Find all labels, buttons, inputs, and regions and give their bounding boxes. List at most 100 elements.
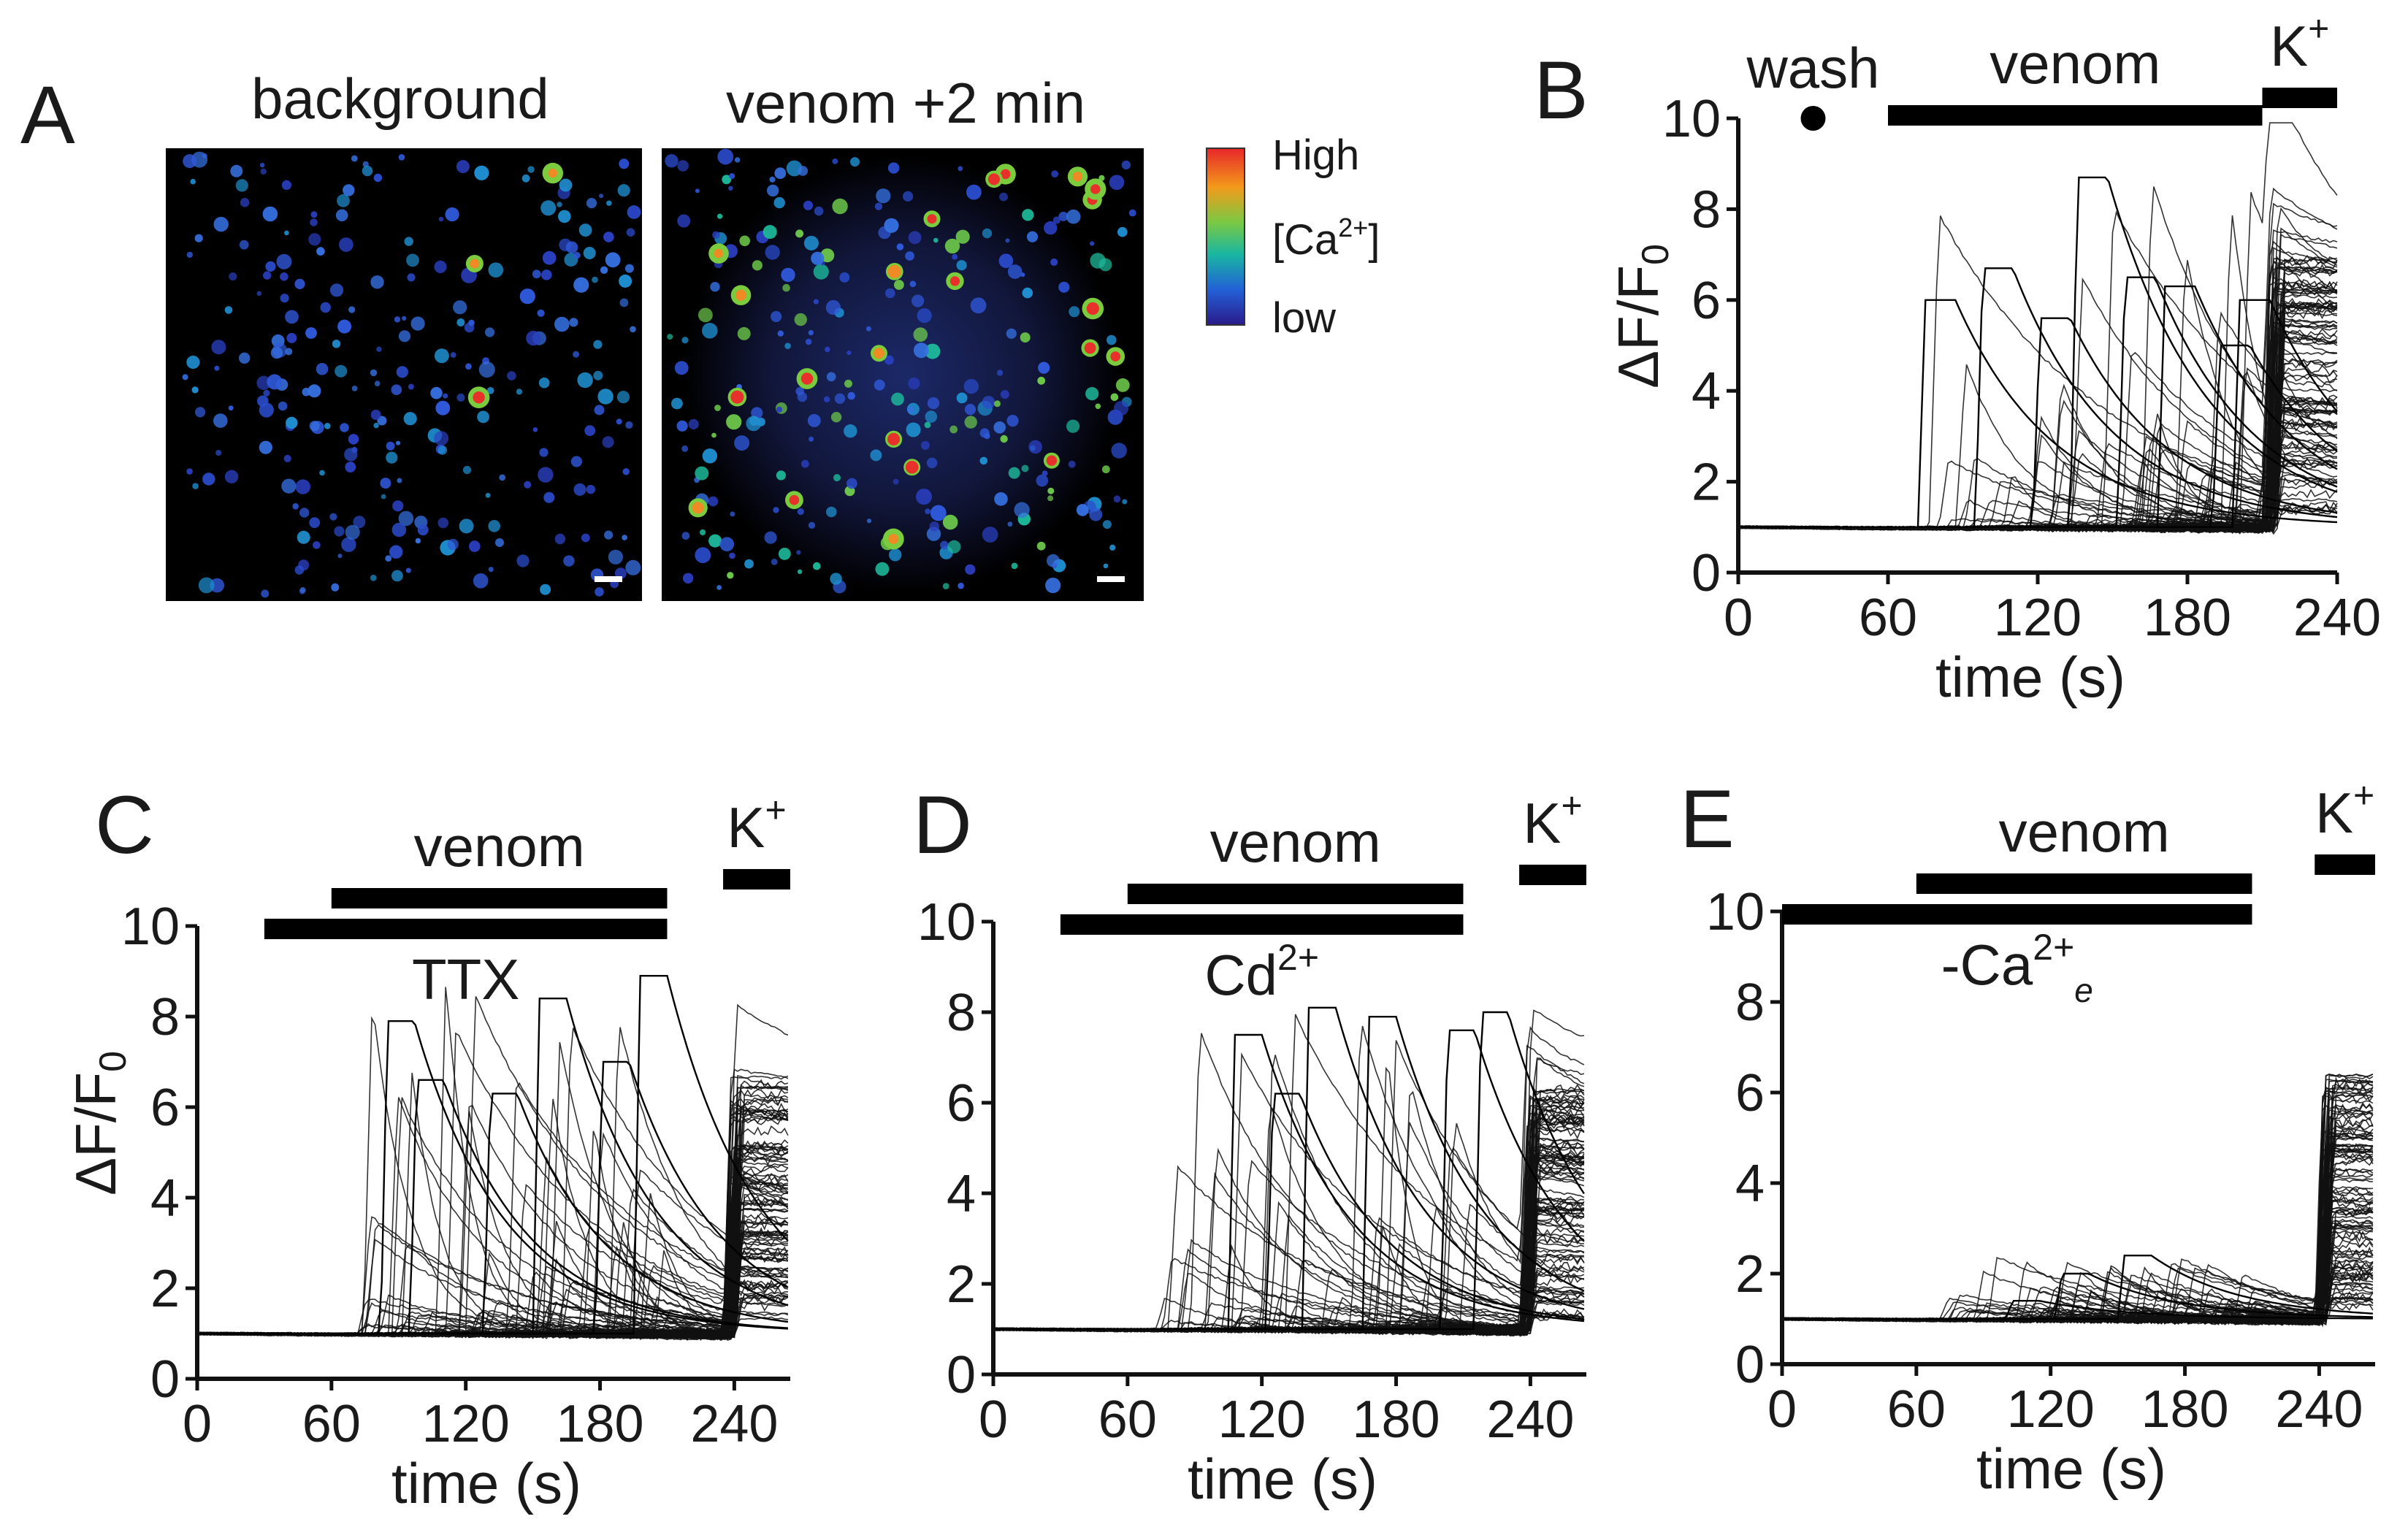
scale-bar-venom: [1097, 576, 1125, 582]
trace-line: [196, 987, 789, 1342]
cell-dot: [834, 393, 846, 404]
y-tick-label: 2: [150, 1260, 180, 1318]
cell-dot: [1014, 502, 1030, 518]
cell-dot: [688, 418, 699, 430]
cell-dot: [526, 330, 541, 346]
cell-dot-core: [887, 264, 901, 278]
cell-dot: [191, 386, 199, 394]
cell-dot: [698, 307, 713, 323]
y-tick-label: 4: [1692, 362, 1721, 421]
cell-dot: [832, 158, 838, 164]
cell-dot: [573, 351, 580, 358]
cell-dot: [891, 392, 904, 406]
cell-dot: [453, 300, 467, 315]
cell-dot: [676, 420, 688, 432]
chart-panel-d: D 0 2 4 6 8 10 0 60 120 180 240 time (s) venom Cd2+ K+: [913, 779, 1586, 1511]
cell-dot: [594, 405, 605, 416]
x-axis-label: time (s): [1935, 645, 2125, 709]
cell-dot: [963, 378, 979, 394]
cell-dot: [700, 529, 706, 536]
cell-dot: [468, 319, 475, 326]
cell-dot: [224, 306, 233, 314]
cell-dot: [507, 371, 516, 380]
cell-dot: [1011, 562, 1018, 570]
y-tick-label: 10: [917, 893, 976, 952]
cell-dot: [192, 483, 199, 489]
trace-line: [196, 1125, 789, 1339]
cell-dot: [876, 188, 891, 204]
cell-dot: [726, 414, 742, 430]
cell-dot: [396, 440, 401, 445]
trace-line: [1781, 1191, 2373, 1324]
cell-dot: [795, 229, 804, 238]
cell-dot: [622, 468, 630, 475]
trace-line-peak: [993, 1033, 1585, 1331]
cell-dot: [278, 401, 288, 411]
cell-dot: [1113, 495, 1121, 503]
cell-dot: [730, 511, 735, 517]
cell-dot: [586, 198, 597, 209]
trace-line: [196, 1101, 789, 1340]
y-tick-label: 4: [150, 1169, 180, 1228]
panel-letter-b: B: [1534, 45, 1589, 136]
cell-dot: [381, 494, 386, 500]
cell-dot: [625, 559, 641, 575]
cell-dot: [337, 554, 343, 559]
cell-dot: [1006, 415, 1019, 427]
cell-dot: [195, 407, 206, 418]
cell-dot: [942, 583, 949, 589]
cell-dot: [417, 524, 429, 536]
cell-dot: [1066, 209, 1081, 224]
cell-dot: [825, 299, 841, 315]
drug-bar-ttx: [264, 919, 668, 939]
cell-dot: [752, 260, 762, 271]
trace-line: [196, 1149, 789, 1339]
cell-dot: [958, 166, 963, 172]
cell-dot: [435, 400, 451, 416]
cell-dot: [813, 264, 829, 280]
cell-dot: [1021, 464, 1029, 473]
cell-dot: [257, 395, 269, 407]
trace-line-peak: [993, 1011, 1585, 1331]
cell-dot: [563, 555, 575, 567]
cell-dot: [224, 470, 239, 483]
y-tick-label: 0: [947, 1346, 976, 1404]
cell-dot: [1102, 520, 1112, 529]
cell-dot: [538, 377, 550, 389]
cell-dot: [394, 316, 401, 323]
trace-line: [196, 1016, 789, 1340]
cell-dot: [844, 424, 857, 438]
cell-dot: [1022, 287, 1033, 299]
cell-dot: [944, 238, 960, 254]
trace-line: [1781, 1118, 2373, 1323]
cell-dot: [386, 451, 398, 464]
cell-dot: [1008, 467, 1020, 479]
cell-dot: [1000, 435, 1008, 443]
cell-dot: [1047, 487, 1055, 494]
cell-dot: [884, 218, 899, 233]
cell-dot: [211, 340, 226, 355]
x-tick-label: 60: [302, 1395, 361, 1453]
x-tick-label: 240: [690, 1395, 778, 1453]
trace-line: [196, 1072, 788, 1339]
cell-dot: [966, 184, 982, 200]
cell-dot: [979, 456, 988, 465]
cell-dot: [728, 185, 733, 191]
cell-dot: [319, 470, 325, 476]
cell-dot: [814, 206, 824, 216]
panel-letter-c: C: [95, 779, 154, 871]
cell-dot-core: [730, 390, 744, 404]
cell-dot: [335, 364, 348, 378]
cell-dot: [794, 313, 808, 326]
cell-dot: [927, 397, 940, 410]
cell-dot: [1128, 209, 1136, 217]
cell-dot: [605, 252, 621, 268]
cell-dot: [630, 207, 639, 217]
cell-dot: [260, 162, 265, 168]
cell-dot: [286, 332, 297, 343]
cell-dot: [577, 372, 593, 389]
x-tick-label: 0: [1767, 1380, 1797, 1439]
cell-dot: [593, 370, 603, 380]
y-tick-label: 6: [150, 1079, 180, 1137]
y-tick-label: 10: [1706, 883, 1765, 941]
